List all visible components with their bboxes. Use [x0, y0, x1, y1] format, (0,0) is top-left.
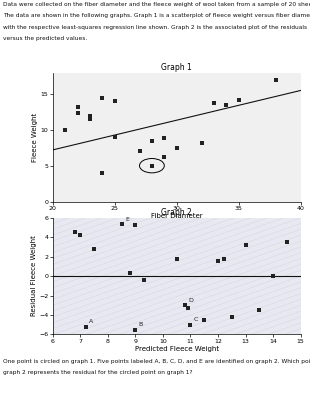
Point — [183, 302, 188, 309]
Text: E: E — [125, 217, 129, 222]
Point — [119, 221, 124, 228]
Point — [215, 258, 220, 265]
Point — [100, 170, 105, 176]
Point — [257, 307, 262, 314]
Point — [236, 97, 241, 103]
Point — [83, 324, 88, 330]
X-axis label: Predicted Fleece Weight: Predicted Fleece Weight — [135, 347, 219, 353]
Text: with the respective least-squares regression line shown. Graph 2 is the associat: with the respective least-squares regres… — [3, 25, 307, 29]
Text: B: B — [139, 322, 143, 327]
Point — [174, 145, 179, 151]
Point — [119, 221, 124, 228]
X-axis label: Fiber Diameter: Fiber Diameter — [151, 214, 202, 220]
Point — [72, 229, 77, 235]
Point — [87, 116, 92, 123]
Point — [174, 256, 179, 262]
Point — [188, 322, 193, 328]
Point — [224, 102, 229, 108]
Point — [285, 239, 290, 245]
Title: Graph 1: Graph 1 — [161, 63, 192, 72]
Point — [162, 135, 167, 142]
Point — [63, 127, 68, 133]
Point — [78, 232, 83, 239]
Point — [133, 222, 138, 229]
Point — [137, 148, 142, 155]
Point — [273, 77, 278, 83]
Point — [271, 273, 276, 279]
Text: Data were collected on the fiber diameter and the fleece weight of wool taken fr: Data were collected on the fiber diamete… — [3, 2, 310, 7]
Point — [149, 162, 154, 169]
Text: A: A — [89, 319, 93, 324]
Title: Graph 2: Graph 2 — [161, 208, 192, 217]
Point — [141, 277, 146, 283]
Text: The data are shown in the following graphs. Graph 1 is a scatterplot of fleece w: The data are shown in the following grap… — [3, 13, 310, 18]
Point — [127, 270, 132, 276]
Point — [75, 104, 80, 110]
Y-axis label: Fleece Weight: Fleece Weight — [32, 112, 38, 162]
Text: C: C — [194, 317, 198, 322]
Point — [112, 98, 117, 104]
Point — [221, 256, 226, 262]
Point — [183, 302, 188, 309]
Point — [202, 317, 207, 323]
Y-axis label: Residual Fleece Weight: Residual Fleece Weight — [30, 236, 37, 316]
Point — [162, 154, 167, 160]
Text: D: D — [188, 298, 193, 303]
Point — [188, 322, 193, 328]
Point — [83, 324, 88, 330]
Point — [112, 134, 117, 140]
Point — [229, 314, 234, 320]
Point — [87, 112, 92, 119]
Text: graph 2 represents the residual for the circled point on graph 1?: graph 2 represents the residual for the … — [3, 370, 193, 375]
Point — [185, 305, 190, 312]
Point — [199, 139, 204, 146]
Point — [149, 137, 154, 144]
Point — [91, 245, 96, 252]
Text: versus the predicted values.: versus the predicted values. — [3, 36, 87, 41]
Point — [133, 326, 138, 333]
Point — [243, 242, 248, 248]
Text: One point is circled on graph 1. Five points labeled A, B, C, D, and E are ident: One point is circled on graph 1. Five po… — [3, 359, 310, 364]
Point — [100, 94, 105, 101]
Point — [211, 100, 216, 106]
Point — [75, 110, 80, 116]
